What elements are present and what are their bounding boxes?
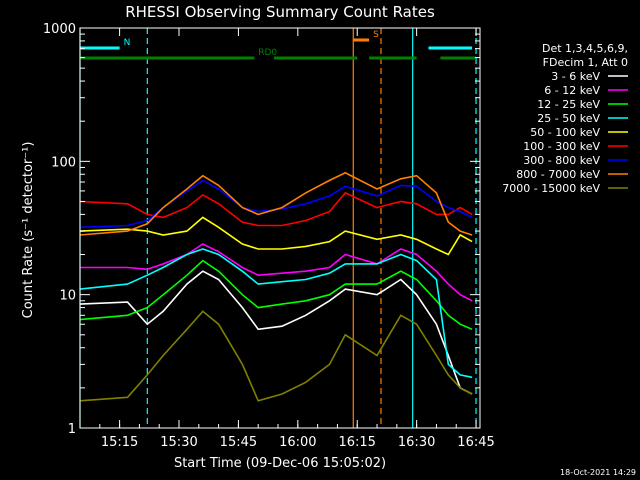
state-bar-label-n: N (124, 38, 131, 48)
legend-label-6: 300 - 800 keV (523, 154, 600, 167)
y-tick-label-3: 1000 (43, 22, 76, 37)
legend-label-5: 100 - 300 keV (523, 140, 600, 153)
series-line-3 (79, 248, 473, 379)
state-bar-label-rd0: RD0 (258, 48, 277, 58)
legend-label-3: 25 - 50 keV (537, 112, 600, 125)
axes: 15:15 15:30 15:45 16:00 16:15 16:30 16:45 1 10 10… (43, 22, 495, 450)
x-tick-label-2: 15:45 (220, 435, 257, 450)
series-line-4 (79, 216, 473, 256)
state-bars: N RD0 S (80, 30, 477, 60)
legend-header-1: FDecim 1, Att 0 (543, 56, 628, 69)
legend-label-7: 800 - 7000 keV (516, 168, 600, 181)
legend: Det 1,3,4,5,6,9,FDecim 1, Att 03 - 6 keV… (502, 42, 628, 195)
x-axis-label: Start Time (09-Dec-06 15:05:02) (174, 456, 386, 471)
legend-label-8: 7000 - 15000 keV (502, 182, 600, 195)
series-lines (79, 171, 473, 402)
plot-frame (79, 27, 481, 429)
legend-label-2: 12 - 25 keV (537, 98, 600, 111)
x-tick-label-1: 15:30 (160, 435, 197, 450)
x-tick-label-5: 16:30 (398, 435, 435, 450)
x-tick-label-6: 16:45 (457, 435, 494, 450)
timestamp: 18-Oct-2021 14:29 (560, 468, 636, 477)
chart-title: RHESSI Observing Summary Count Rates (125, 3, 435, 21)
series-line-2 (79, 259, 473, 331)
y-axis-label: Count Rate (s⁻¹ detector⁻¹) (21, 142, 36, 319)
x-tick-label-4: 16:15 (338, 435, 375, 450)
series-line-8 (79, 310, 473, 402)
state-bar-label-s: S (373, 30, 379, 40)
legend-label-4: 50 - 100 keV (530, 126, 600, 139)
legend-header-0: Det 1,3,4,5,6,9, (542, 42, 628, 55)
vertical-markers (79, 28, 477, 428)
series-line-0 (79, 270, 473, 395)
series-line-1 (80, 243, 473, 302)
legend-label-1: 6 - 12 keV (544, 84, 600, 97)
y-tick-label-1: 10 (59, 289, 76, 304)
series-line-5 (79, 191, 473, 227)
series-line-7 (79, 171, 473, 236)
y-tick-label-2: 100 (51, 155, 76, 170)
x-tick-label-0: 15:15 (101, 435, 138, 450)
x-tick-label-3: 16:00 (279, 435, 316, 450)
legend-label-0: 3 - 6 keV (551, 70, 600, 83)
y-tick-label-0: 1 (68, 422, 76, 437)
